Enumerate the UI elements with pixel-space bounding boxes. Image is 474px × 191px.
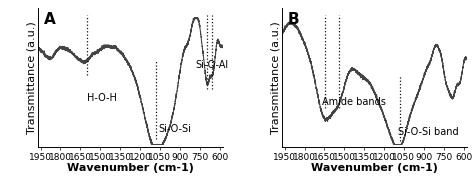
- Text: B: B: [288, 12, 299, 27]
- Text: Amide bands: Amide bands: [322, 97, 385, 107]
- X-axis label: Wavenumber (cm-1): Wavenumber (cm-1): [67, 163, 194, 173]
- Text: Si-O-Si band: Si-O-Si band: [398, 127, 458, 137]
- Text: A: A: [44, 12, 55, 27]
- Y-axis label: Transmittance (a.u.): Transmittance (a.u.): [271, 21, 281, 134]
- X-axis label: Wavenumber (cm-1): Wavenumber (cm-1): [311, 163, 438, 173]
- Text: H-O-H: H-O-H: [87, 93, 117, 103]
- Y-axis label: Transmittance (a.u.): Transmittance (a.u.): [27, 21, 36, 134]
- Text: Si-O-Al: Si-O-Al: [195, 60, 228, 70]
- Text: Si-O-Si: Si-O-Si: [158, 124, 191, 134]
